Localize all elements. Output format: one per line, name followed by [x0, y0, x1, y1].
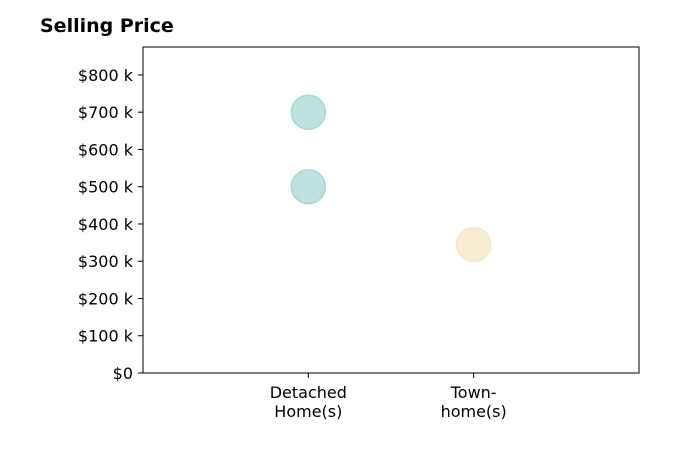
data-point [290, 168, 327, 205]
y-tick-label: $400 k [78, 215, 134, 234]
y-tick-label: $700 k [78, 103, 134, 122]
data-point [455, 226, 492, 263]
y-tick-label: $800 k [78, 66, 134, 85]
y-tick-label: $300 k [78, 252, 134, 271]
y-tick-label: $500 k [78, 178, 134, 197]
data-point [290, 94, 327, 130]
plot-frame [142, 46, 640, 374]
y-tick-label: $0 [113, 364, 133, 383]
x-tick-label: Detached Home(s) [270, 383, 347, 421]
y-axis: $0 $100 k $200 k $300 k $400 k $500 k $600 k $7… [78, 66, 143, 383]
x-tick-label: Town-home(s) [441, 383, 507, 421]
y-tick-label: $200 k [78, 289, 134, 308]
y-tick-label: $100 k [78, 327, 134, 346]
data-points [290, 94, 492, 263]
x-axis: Detached Home(s) Town-home(s) [270, 373, 507, 421]
y-tick-label: $600 k [78, 140, 134, 159]
chart-title: Selling Price [40, 15, 174, 37]
